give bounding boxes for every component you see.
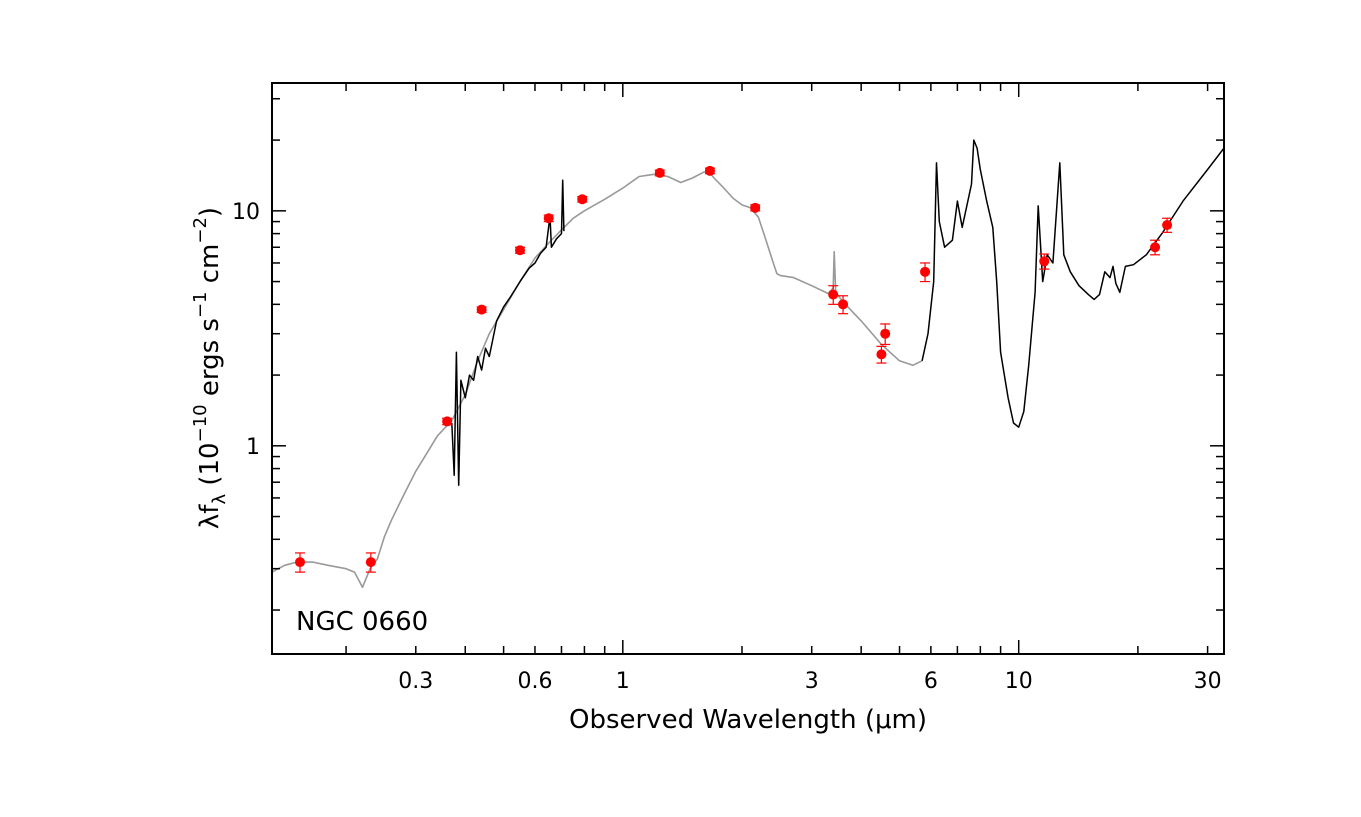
photometry-point bbox=[750, 202, 761, 213]
y-label-mid2: cm bbox=[195, 244, 225, 292]
photometry-marker bbox=[1039, 256, 1050, 267]
x-tick-label: 10 bbox=[1005, 669, 1033, 694]
photometry-point bbox=[880, 323, 891, 346]
x-tick-label: 1 bbox=[616, 669, 630, 694]
photometry-point bbox=[476, 304, 487, 315]
photometry-marker bbox=[750, 202, 761, 213]
y-label-exp3: −2 bbox=[190, 217, 211, 244]
y-label-f-sub: λ bbox=[209, 494, 230, 505]
y-label-exp2: −1 bbox=[190, 291, 211, 318]
y-label-open: (10 bbox=[195, 442, 225, 494]
plot-area bbox=[272, 139, 1224, 589]
photometry-point bbox=[1039, 253, 1050, 270]
photometry-marker bbox=[577, 194, 588, 205]
observed-spectrum-line-1 bbox=[451, 179, 565, 486]
x-tick-label: 3 bbox=[805, 669, 819, 694]
y-label-f: f bbox=[195, 504, 225, 514]
data-group bbox=[272, 139, 1224, 589]
photometry-point bbox=[442, 416, 453, 427]
photometry-point bbox=[876, 345, 887, 364]
photometry-marker bbox=[543, 213, 554, 224]
photometry-marker bbox=[1150, 242, 1161, 253]
x-axis-label: Observed Wavelength (μm) bbox=[569, 705, 927, 735]
photometry-point bbox=[704, 165, 715, 176]
y-axis-label: λfλ (10−10 ergs s−1 cm−2) bbox=[190, 207, 230, 529]
photometry-marker bbox=[295, 557, 306, 568]
photometry-point bbox=[920, 262, 931, 283]
photometry-marker bbox=[442, 416, 453, 427]
x-tick-label: 0.6 bbox=[517, 669, 552, 694]
photometry-marker bbox=[876, 349, 887, 360]
y-label-close: ) bbox=[195, 207, 225, 217]
photometry-marker bbox=[365, 557, 376, 568]
x-tick-label: 6 bbox=[924, 669, 938, 694]
photometry-point bbox=[577, 194, 588, 205]
photometry-point bbox=[295, 552, 306, 573]
observed-spectrum-line-2 bbox=[921, 139, 1224, 428]
axis-ticks: 0.3 0.6 1 3 6 10 30 1 10 bbox=[232, 83, 1224, 694]
photometry-point bbox=[1162, 217, 1173, 233]
y-label-exp1: −10 bbox=[190, 404, 211, 442]
y-tick-label: 10 bbox=[232, 200, 260, 225]
object-annotation: NGC 0660 bbox=[296, 607, 428, 637]
photometry-marker bbox=[920, 266, 931, 277]
photometry-marker bbox=[476, 304, 487, 315]
photometry-marker bbox=[828, 289, 839, 300]
x-tick-label: 0.3 bbox=[398, 669, 433, 694]
photometry-point bbox=[828, 285, 839, 305]
y-label-mid: ergs s bbox=[195, 318, 225, 404]
photometry-marker bbox=[704, 165, 715, 176]
y-tick-label: 1 bbox=[246, 435, 260, 460]
photometry-point bbox=[365, 552, 376, 573]
photometry-marker bbox=[838, 299, 849, 310]
photometry-point bbox=[543, 213, 554, 224]
y-label-lambda: λ bbox=[195, 514, 225, 529]
photometry-point bbox=[1150, 239, 1161, 256]
x-tick-label: 30 bbox=[1194, 669, 1222, 694]
photometry-point bbox=[515, 245, 526, 256]
photometry-point bbox=[654, 167, 665, 178]
plot-frame bbox=[271, 82, 1225, 655]
model-sed-line-0 bbox=[272, 170, 923, 589]
photometry-marker bbox=[654, 167, 665, 178]
photometry-marker bbox=[1162, 220, 1173, 231]
photometry-marker bbox=[880, 328, 891, 339]
photometry-marker bbox=[515, 245, 526, 256]
photometry-point bbox=[838, 295, 849, 315]
